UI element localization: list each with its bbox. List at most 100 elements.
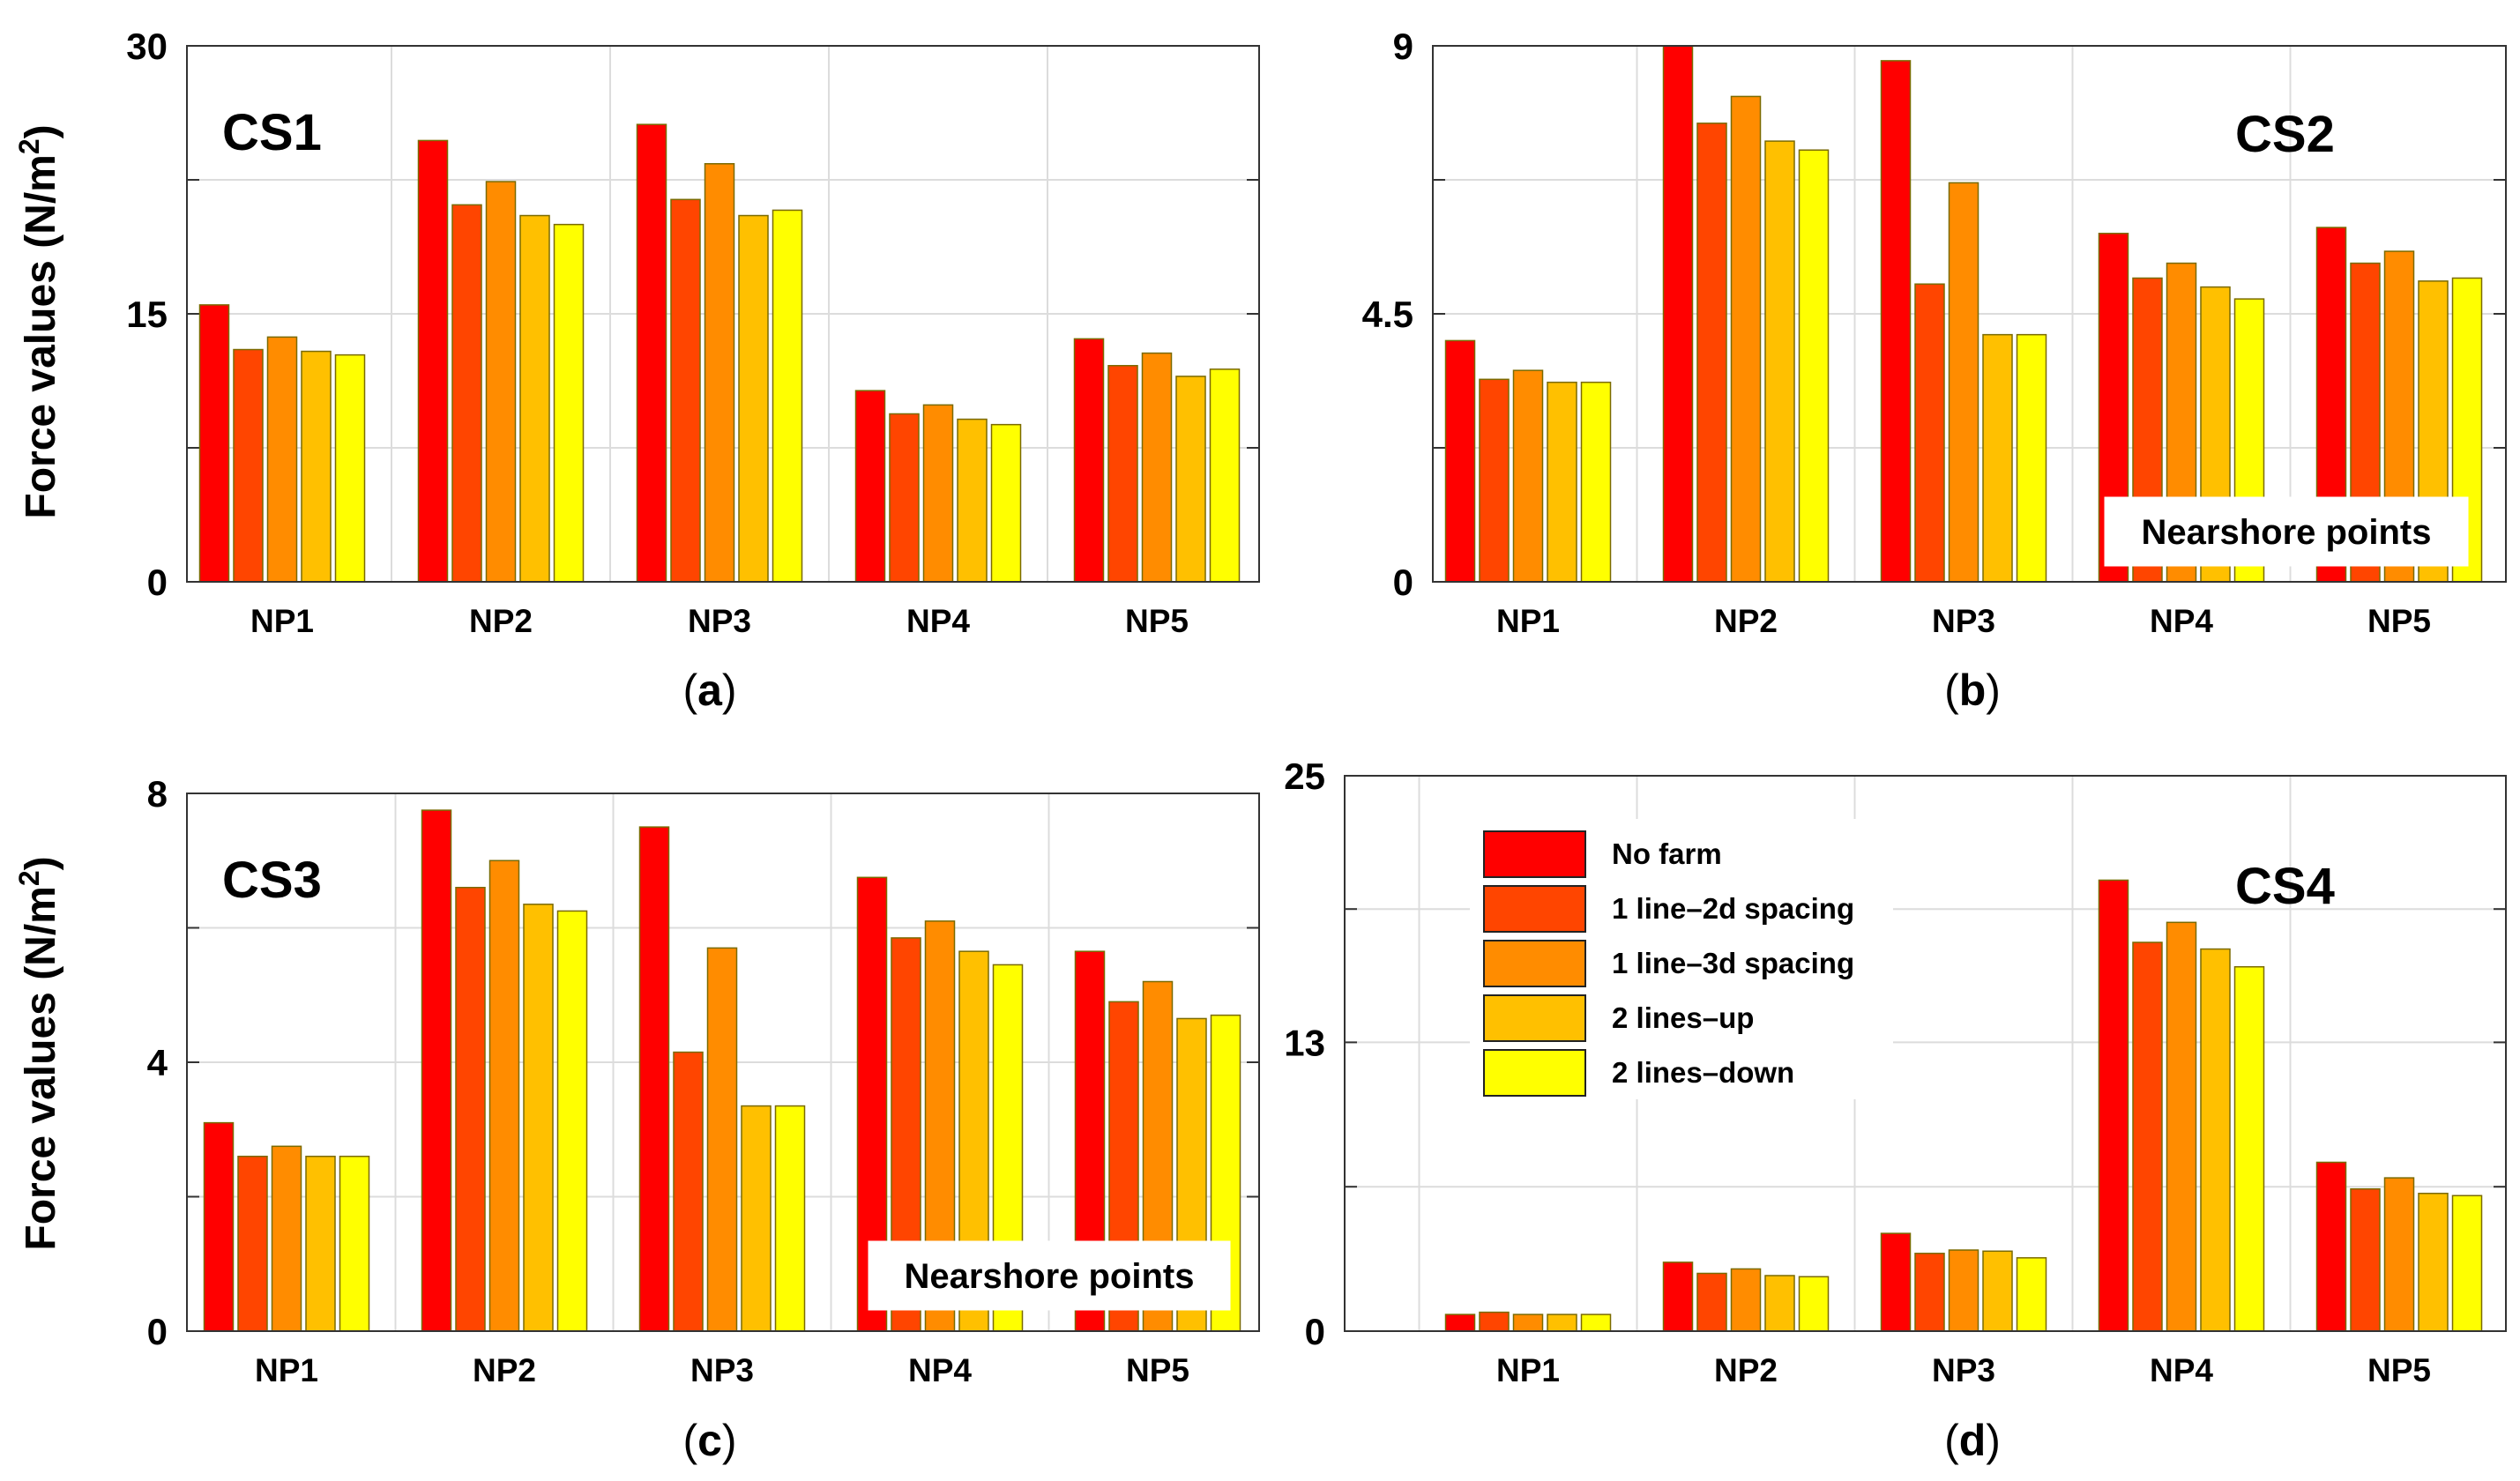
bar-np3-series-4 xyxy=(1982,1250,2013,1332)
bar-np3-series-5 xyxy=(2016,333,2047,583)
bar-np2-series-4 xyxy=(519,214,550,583)
case-label: CS1 xyxy=(222,104,322,161)
legend-label-2: 1 line–2d spacing xyxy=(1612,892,1854,925)
legend-swatch-2 xyxy=(1483,885,1586,933)
legend-label-4: 2 lines–up xyxy=(1612,1001,1754,1034)
bar-np5-series-2 xyxy=(1107,365,1138,583)
legend-label-1: No farm xyxy=(1612,837,1722,870)
bar-np5-series-3 xyxy=(2383,1177,2415,1332)
y-tick-label: 4.5 xyxy=(1362,294,1413,335)
x-tick-label-np2: NP2 xyxy=(473,1352,536,1388)
bar-np1-series-2 xyxy=(1479,378,1510,583)
bar-np4-series-1 xyxy=(854,390,886,583)
x-tick-label-np1: NP1 xyxy=(255,1352,318,1388)
bar-np2-series-2 xyxy=(451,204,482,583)
x-tick-label-np3: NP3 xyxy=(690,1352,754,1388)
bar-np1-series-3 xyxy=(1512,369,1544,583)
panel-d: NP1 NP2 NP3 NP4 NP5 0 13 25 CS4 No farm 1 line–2d … xyxy=(1284,755,2507,1465)
x-tick-label-np4: NP4 xyxy=(908,1352,972,1388)
bar-np3-series-2 xyxy=(1914,283,1945,583)
bar-np5-series-3 xyxy=(1141,352,1173,583)
bar-np3-series-3 xyxy=(704,163,735,583)
y-tick-label: 25 xyxy=(1284,755,1325,797)
bar-np5-series-4 xyxy=(2418,1193,2449,1332)
bar-np1-series-2 xyxy=(237,1156,268,1332)
panel-caption: (c) xyxy=(682,1416,736,1465)
y-tick-label: 8 xyxy=(147,773,168,815)
bar-np2-series-1 xyxy=(417,139,449,583)
y-axis-label-top: Force values (N/m2) xyxy=(13,124,64,518)
x-tick-label-np5: NP5 xyxy=(1126,1352,1189,1388)
bar-np3-series-4 xyxy=(738,214,769,583)
y-tick-label: 0 xyxy=(147,562,168,603)
bar-np1-series-1 xyxy=(1444,1314,1476,1332)
legend-swatch-4 xyxy=(1483,994,1586,1042)
bar-np3-series-5 xyxy=(2016,1257,2047,1332)
bar-np1-series-3 xyxy=(266,336,298,583)
bar-np3-series-1 xyxy=(1880,1232,1912,1332)
annotation-box xyxy=(868,1240,1231,1311)
x-tick-label-np4: NP4 xyxy=(2150,1352,2213,1388)
y-tick-label: 0 xyxy=(147,1311,168,1352)
bar-np5-series-5 xyxy=(2451,1194,2483,1332)
bar-np1-series-5 xyxy=(339,1156,370,1332)
panel-c: NP1 NP2 NP3 NP4 NP5 0 4 8 CS3 Nearshore points (c) xyxy=(147,773,1260,1465)
legend-swatch-3 xyxy=(1483,940,1586,987)
x-tick-label-np1: NP1 xyxy=(1496,603,1560,639)
plot-frame xyxy=(186,793,1260,1332)
x-tick-label-np4: NP4 xyxy=(906,603,970,639)
bar-np2-series-2 xyxy=(1696,123,1727,583)
bar-np2-series-3 xyxy=(1730,1268,1762,1332)
bar-np2-series-5 xyxy=(553,223,585,583)
x-tick-label-np3: NP3 xyxy=(1932,603,1995,639)
bar-np1-series-4 xyxy=(301,350,332,583)
bar-np4-series-5 xyxy=(2233,965,2265,1332)
bar-np5-series-1 xyxy=(2315,1161,2347,1332)
bar-np2-series-1 xyxy=(1662,45,1694,583)
bar-np3-series-1 xyxy=(638,826,670,1332)
x-tick-label-np1: NP1 xyxy=(1496,1352,1560,1388)
panel-a: NP1 NP2 NP3 NP4 NP5 0 15 30 CS1 (a) xyxy=(126,26,1260,715)
bar-np1-series-5 xyxy=(1580,381,1612,583)
bar-np5-series-2 xyxy=(2350,1187,2381,1332)
bar-np4-series-4 xyxy=(2200,948,2231,1332)
bar-np1-series-5 xyxy=(1580,1314,1612,1332)
bar-np4-series-2 xyxy=(889,413,920,583)
y-tick-label: 4 xyxy=(147,1042,168,1083)
x-tick-label-np5: NP5 xyxy=(1125,603,1189,639)
bar-np2-series-4 xyxy=(1764,140,1795,583)
bar-np1-series-1 xyxy=(1444,339,1476,583)
y-tick-label: 9 xyxy=(1393,26,1413,67)
bar-np5-series-4 xyxy=(1175,376,1206,583)
bar-np3-series-3 xyxy=(706,947,738,1332)
bar-np1-series-2 xyxy=(1479,1311,1510,1332)
annotation-text: Nearshore points xyxy=(2142,513,2432,552)
bar-np1-series-4 xyxy=(1547,381,1577,583)
x-tick-label-np2: NP2 xyxy=(1714,603,1778,639)
bar-np1-series-2 xyxy=(233,348,264,583)
bar-np5-series-1 xyxy=(1073,338,1105,583)
bar-np2-series-4 xyxy=(523,904,554,1332)
case-label: CS3 xyxy=(222,852,322,909)
y-tick-label: 30 xyxy=(126,26,168,67)
y-tick-label: 0 xyxy=(1393,562,1413,603)
bar-np4-series-2 xyxy=(2132,941,2163,1332)
legend-swatch-1 xyxy=(1483,830,1586,878)
bar-np3-series-4 xyxy=(1982,333,2013,583)
bar-np4-series-4 xyxy=(957,418,988,583)
panel-caption: (b) xyxy=(1944,666,2001,715)
plot-frame xyxy=(186,45,1260,583)
bar-np3-series-5 xyxy=(772,209,803,583)
bar-np2-series-3 xyxy=(488,860,520,1332)
panel-caption: (d) xyxy=(1944,1416,2001,1465)
legend-label-3: 1 line–3d spacing xyxy=(1612,947,1854,979)
annotation-box xyxy=(2104,496,2469,567)
bar-np4-series-5 xyxy=(990,423,1022,583)
plot-frame xyxy=(1432,45,2507,583)
case-label: CS2 xyxy=(2235,106,2335,163)
bar-np3-series-1 xyxy=(1880,60,1912,583)
bar-np3-series-5 xyxy=(774,1105,806,1332)
bar-np1-series-3 xyxy=(271,1145,302,1332)
bar-np3-series-2 xyxy=(1914,1253,1945,1332)
